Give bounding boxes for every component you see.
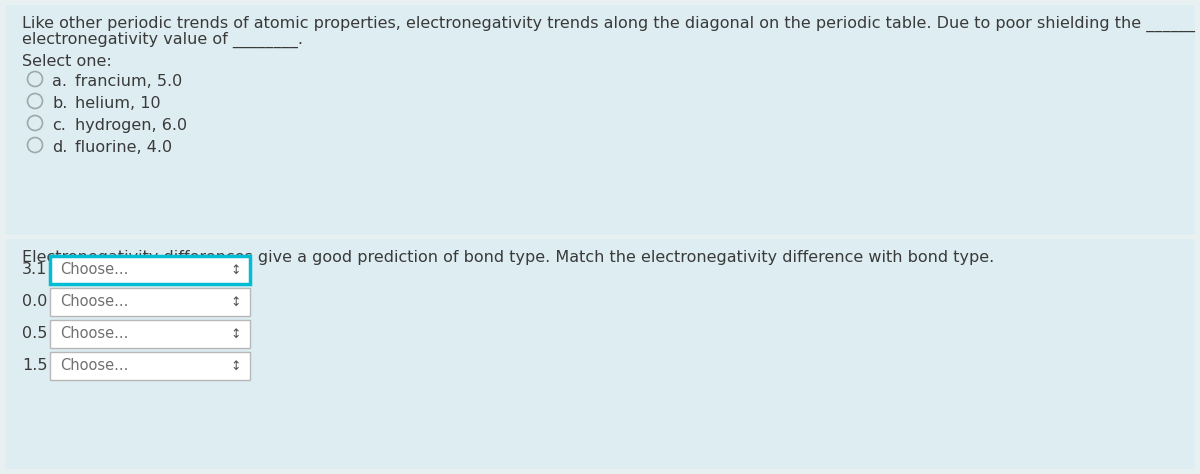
FancyBboxPatch shape [5, 5, 1195, 235]
Text: hydrogen, 6.0: hydrogen, 6.0 [74, 118, 187, 133]
Text: 0.0: 0.0 [22, 294, 47, 310]
Text: Choose...: Choose... [60, 327, 128, 341]
Text: electronegativity value of ________.: electronegativity value of ________. [22, 32, 302, 48]
Text: francium, 5.0: francium, 5.0 [74, 74, 182, 89]
Circle shape [30, 139, 41, 151]
Text: 3.1: 3.1 [22, 263, 47, 277]
Text: ↕: ↕ [230, 264, 241, 276]
Text: d.: d. [52, 140, 67, 155]
FancyBboxPatch shape [50, 288, 250, 316]
Text: ↕: ↕ [230, 359, 241, 373]
Text: Choose...: Choose... [60, 294, 128, 310]
Text: helium, 10: helium, 10 [74, 96, 161, 111]
Text: c.: c. [52, 118, 66, 133]
Text: Choose...: Choose... [60, 263, 128, 277]
Text: Select one:: Select one: [22, 54, 112, 69]
Circle shape [28, 72, 42, 86]
Circle shape [28, 137, 42, 153]
Text: Electronegativity differences give a good prediction of bond type. Match the ele: Electronegativity differences give a goo… [22, 250, 995, 265]
Text: Choose...: Choose... [60, 358, 128, 374]
FancyBboxPatch shape [5, 239, 1195, 469]
Text: Like other periodic trends of atomic properties, electronegativity trends along : Like other periodic trends of atomic pro… [22, 16, 1200, 32]
Text: b.: b. [52, 96, 67, 111]
Circle shape [30, 118, 41, 128]
Text: ↕: ↕ [230, 295, 241, 309]
Circle shape [30, 95, 41, 107]
Circle shape [30, 73, 41, 84]
Circle shape [28, 93, 42, 109]
FancyBboxPatch shape [50, 352, 250, 380]
Circle shape [28, 116, 42, 130]
Text: fluorine, 4.0: fluorine, 4.0 [74, 140, 172, 155]
FancyBboxPatch shape [50, 256, 250, 284]
Text: 0.5: 0.5 [22, 327, 47, 341]
Text: ↕: ↕ [230, 328, 241, 340]
FancyBboxPatch shape [50, 320, 250, 348]
Text: 1.5: 1.5 [22, 358, 48, 374]
Text: a.: a. [52, 74, 67, 89]
